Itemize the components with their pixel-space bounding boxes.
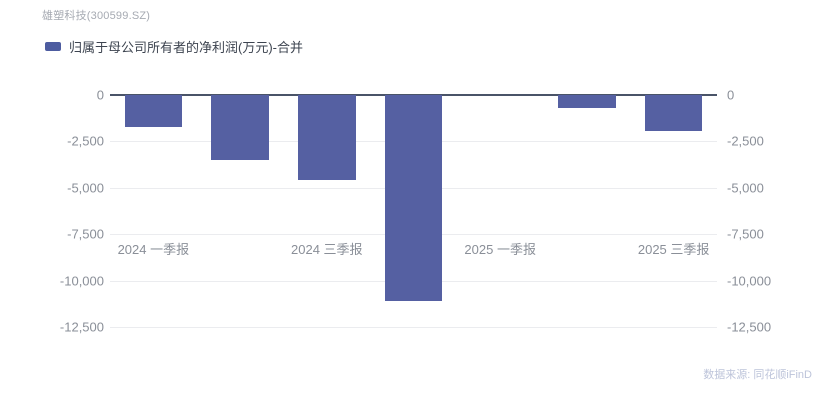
y-axis-tick-label-left: -5,000 [67, 180, 104, 196]
x-axis-tick-label: 2025 三季报 [637, 242, 710, 257]
y-axis-tick-label-right: -12,500 [727, 319, 772, 335]
y-axis-tick-label-left: 0 [96, 87, 104, 103]
y-axis-tick-label-right: -5,000 [727, 180, 764, 196]
bar-2025 三季报[interactable] [644, 95, 703, 132]
y-axis-tick-label-left: -12,500 [59, 319, 104, 335]
bar-2025 中报[interactable] [558, 95, 616, 108]
bar-chart-plot-area [110, 94, 717, 328]
y-axis-tick-label-right: -7,500 [727, 226, 764, 242]
x-axis-tick-label: 2025 一季报 [464, 242, 536, 257]
bar-2024 年报[interactable] [384, 95, 443, 302]
y-axis-tick-label-left: -10,000 [59, 273, 104, 289]
x-axis-tick-label: 2024 一季报 [117, 242, 190, 257]
legend-item[interactable]: 归属于母公司所有者的净利润(万元)-合并 [45, 37, 303, 56]
stock-title: 雄塑科技(300599.SZ) [42, 10, 151, 22]
y-axis-tick-label-left: -7,500 [67, 226, 104, 242]
y-axis-tick-label-right: 0 [727, 87, 735, 103]
data-source: 数据来源: 同花顺iFinD [703, 369, 812, 381]
legend-label: 归属于母公司所有者的净利润(万元)-合并 [69, 40, 303, 55]
y-axis-tick-label-left: -2,500 [67, 133, 104, 149]
bar-2024 一季报[interactable] [124, 95, 183, 128]
y-axis-tick-label-right: -10,000 [727, 273, 772, 289]
gridline [110, 327, 717, 328]
bar-2024 中报[interactable] [211, 95, 269, 160]
legend-swatch-icon [45, 42, 61, 51]
x-axis-tick-label: 2024 三季报 [291, 242, 363, 257]
bar-2024 三季报[interactable] [298, 95, 356, 181]
y-axis-tick-label-right: -2,500 [727, 133, 764, 149]
